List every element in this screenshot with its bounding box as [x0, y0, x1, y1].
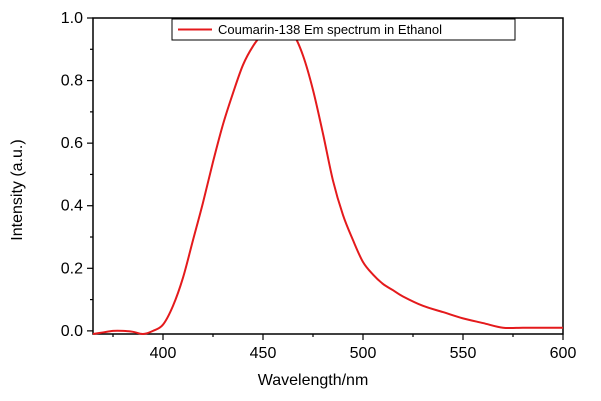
y-tick-label: 0.4: [61, 198, 83, 215]
y-tick-label: 0.8: [61, 73, 83, 90]
legend-label: Coumarin-138 Em spectrum in Ethanol: [218, 22, 442, 37]
plot-frame: [92, 17, 564, 335]
x-tick-label: 500: [350, 345, 377, 362]
y-tick-label: 0.2: [61, 260, 83, 277]
x-axis-title: Wavelength/nm: [258, 372, 369, 389]
y-tick-label: 1.0: [61, 10, 83, 27]
y-axis-title: Intensity (a.u.): [9, 139, 26, 240]
legend: Coumarin-138 Em spectrum in Ethanol: [171, 18, 516, 41]
x-tick-label: 400: [150, 345, 177, 362]
x-tick-label: 550: [450, 345, 477, 362]
series-layer: [92, 25, 563, 336]
series-line: [92, 25, 563, 336]
legend-box: [171, 18, 516, 41]
x-tick-label: 600: [550, 345, 577, 362]
x-tick-label: 450: [250, 345, 277, 362]
y-tick-label: 0.0: [61, 323, 83, 340]
axes: 400 450 500 550 600 0.0 0.2 0.4 0.6 0.8 1.0: [61, 10, 577, 362]
y-tick-label: 0.6: [61, 135, 83, 152]
